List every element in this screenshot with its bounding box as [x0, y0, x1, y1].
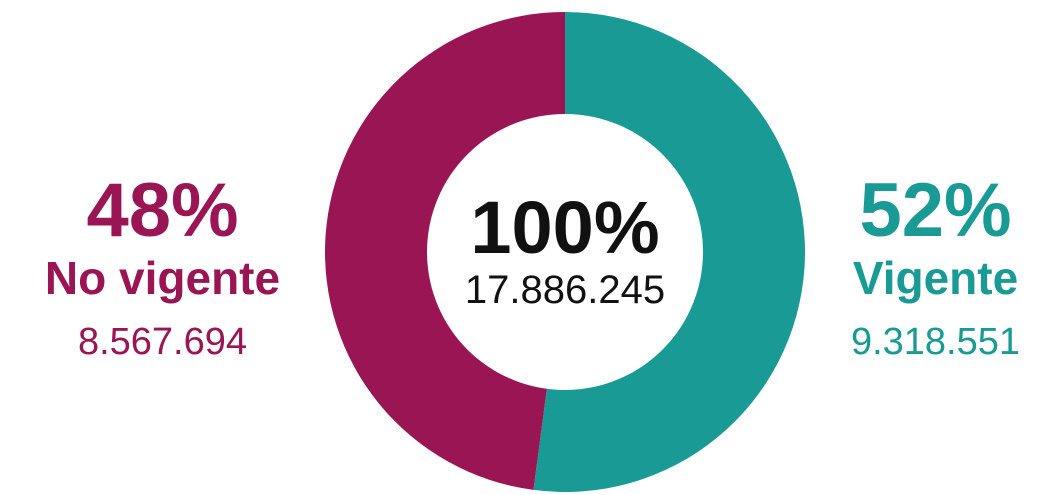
slice-value-no-vigente: 8.567.694	[77, 321, 248, 363]
slice-vigente	[533, 12, 805, 492]
slice-percent-vigente: 52%	[859, 168, 1012, 253]
slices-layer	[324, 12, 805, 492]
slice-label-vigente: Vigente	[852, 252, 1019, 304]
legend-block-vigente: 52% Vigente 9.318.551	[815, 170, 1056, 364]
center-percent: 100%	[470, 186, 660, 269]
slice-percent-no-vigente: 48%	[86, 168, 239, 253]
slice-no-vigente	[324, 12, 565, 490]
center-total: 17.886.245	[464, 268, 666, 312]
slice-label-no-vigente: No vigente	[44, 252, 281, 304]
slice-value-vigente: 9.318.551	[850, 321, 1021, 363]
legend-block-no-vigente: 48% No vigente 8.567.694	[0, 170, 325, 364]
center-summary: 100% 17.886.245	[400, 186, 730, 313]
